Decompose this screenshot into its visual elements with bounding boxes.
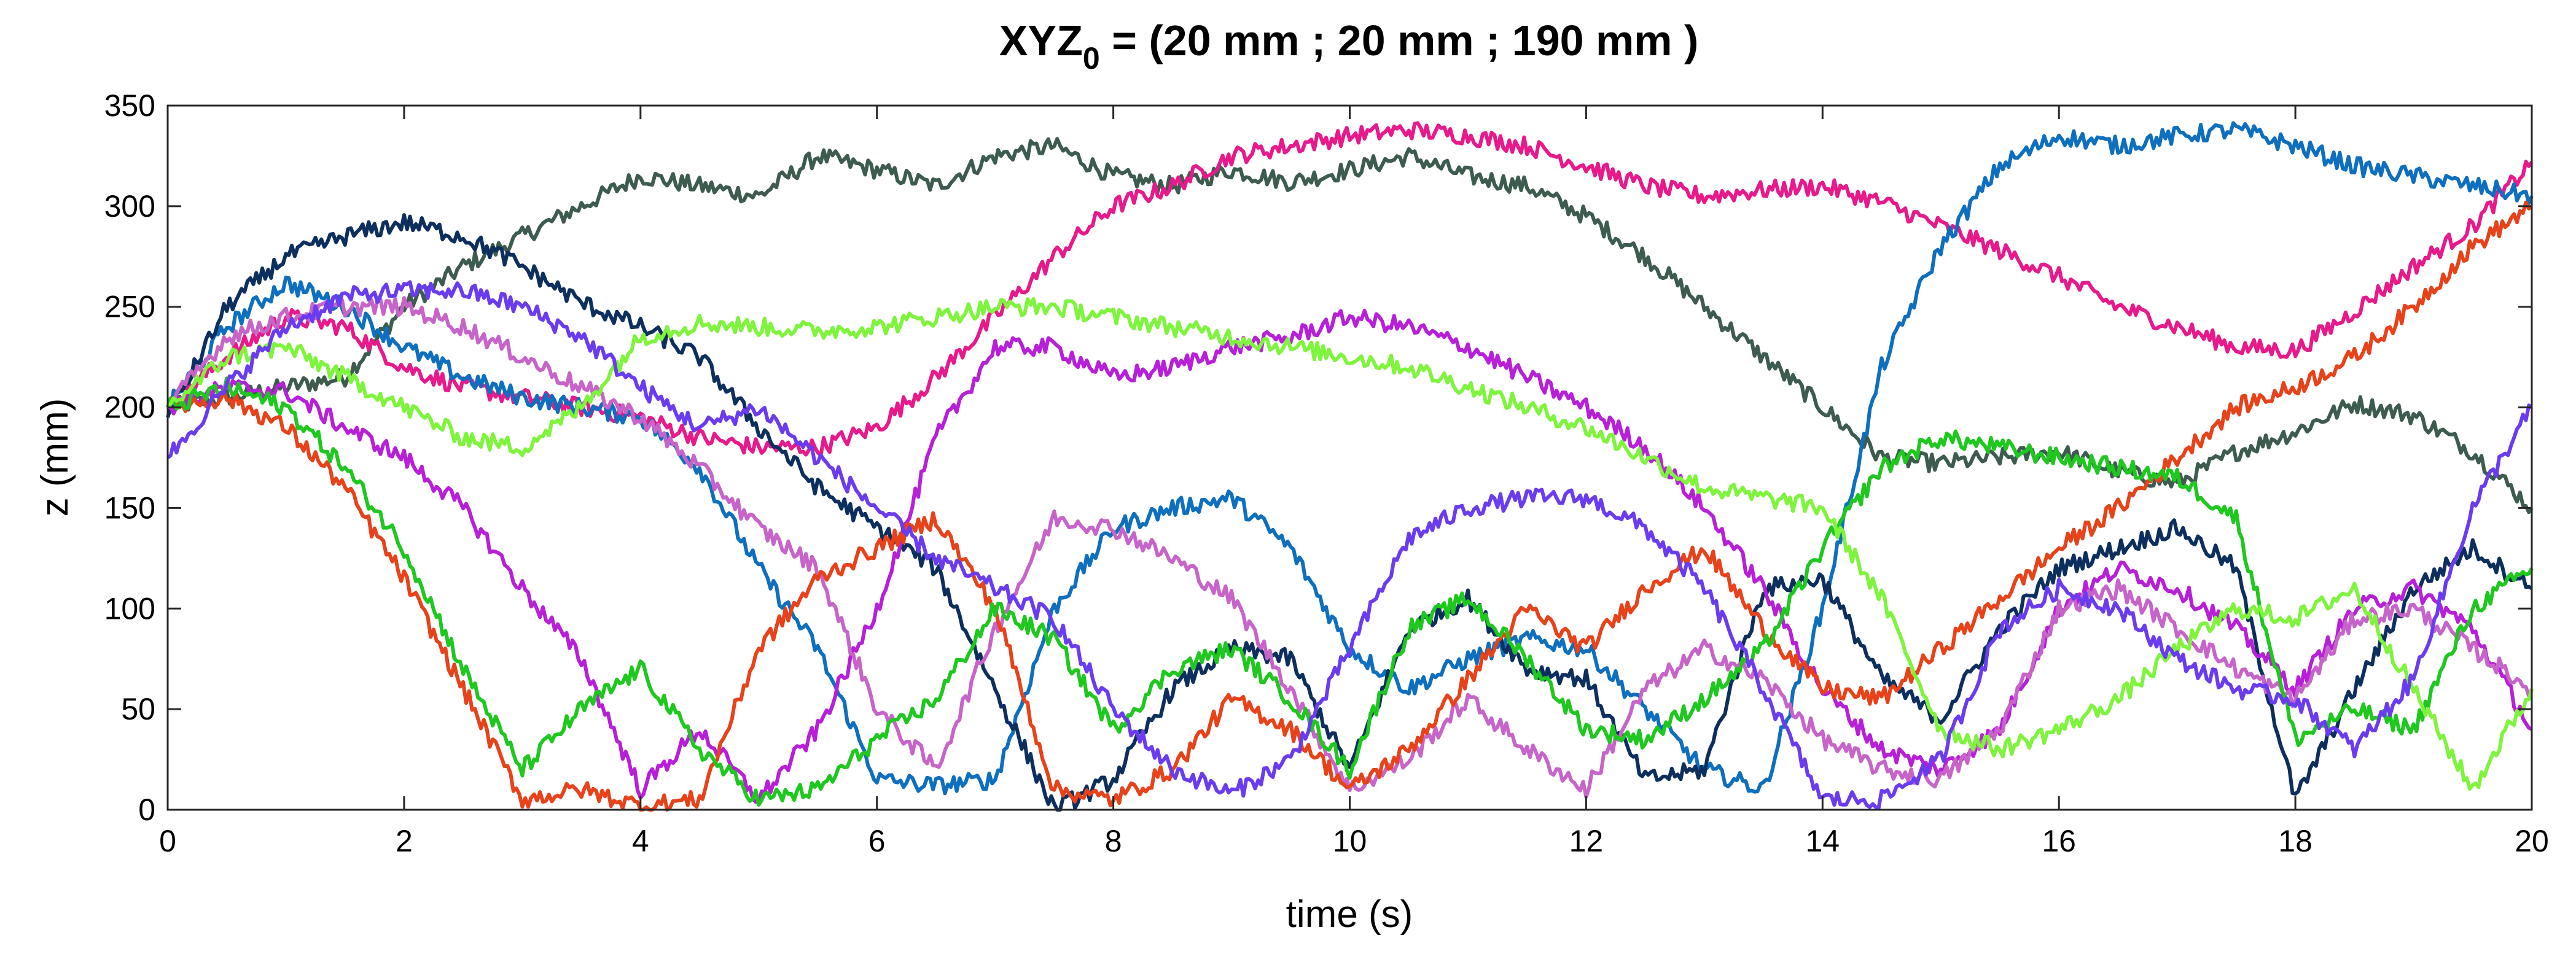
chart-title: XYZ0 = (20 mm ; 20 mm ; 190 mm ) [999,17,1699,76]
y-tick-label: 200 [104,390,155,425]
series-line-dark-slate [166,137,2534,514]
x-tick-label: 2 [396,824,413,858]
title-rest: = (20 mm ; 20 mm ; 190 mm ) [1100,17,1699,64]
plot-lines [166,121,2534,812]
y-axis: 0 50 100 150 200 250 300 350 [104,88,2532,827]
x-tick-label: 12 [1569,824,1604,858]
series-line-light-green [166,297,2534,791]
title-subscript: 0 [1083,41,1100,76]
series-line-navy [166,213,2533,812]
x-tick-label: 6 [868,824,886,858]
x-tick-label: 10 [1333,824,1367,858]
y-tick-label: 350 [104,88,155,123]
series-line-light-orchid [166,296,2534,799]
series-line-green [166,376,2534,807]
x-tick-label: 4 [632,824,649,858]
x-tick-label: 8 [1105,824,1122,858]
plot-frame [166,104,2533,811]
y-tick-label: 250 [104,290,155,324]
x-tick-label: 14 [1805,824,1840,858]
y-tick-label: 100 [104,591,155,626]
series-line-pink [166,121,2534,458]
x-tick-label: 16 [2042,824,2076,858]
title-main: XYZ [999,17,1083,64]
x-tick-label: 18 [2278,824,2313,858]
x-tick-label: 0 [159,824,176,858]
series-line-violet-1 [167,309,2533,805]
x-axis-label: time (s) [1286,893,1413,936]
y-tick-label: 150 [104,491,155,525]
series-line-indigo [166,280,2533,810]
x-tick-label: 20 [2515,824,2549,858]
y-tick-label: 0 [138,793,155,827]
series-line-red-orange [166,200,2533,812]
y-axis-label: z (mm) [34,398,76,517]
series-line-blue [166,121,2534,796]
y-tick-label: 300 [104,189,155,223]
x-axis: 0 2 4 6 8 10 12 14 16 18 20 [159,106,2549,858]
y-tick-label: 50 [121,692,155,726]
